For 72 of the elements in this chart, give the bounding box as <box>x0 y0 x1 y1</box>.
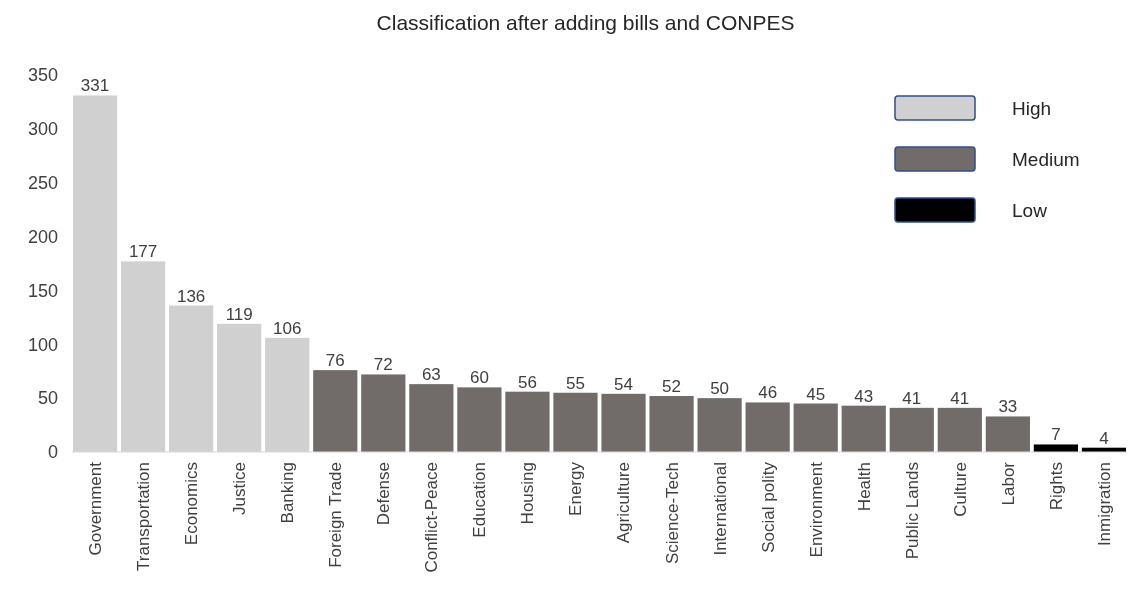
data-label: 50 <box>710 379 730 399</box>
bar <box>985 416 1030 452</box>
legend-label: High <box>1012 97 1052 119</box>
y-tick-label: 100 <box>27 334 58 355</box>
x-tick-label: Foreign Trade <box>326 462 346 568</box>
bar <box>553 392 598 452</box>
data-label: 106 <box>273 318 302 338</box>
data-label: 63 <box>421 365 441 385</box>
legend-label: Low <box>1012 199 1048 221</box>
x-tick-label: Culture <box>950 462 970 517</box>
bar <box>889 407 934 452</box>
data-label: 331 <box>80 76 110 96</box>
y-tick-label: 300 <box>27 119 58 140</box>
bar <box>361 374 406 452</box>
bar <box>841 405 886 452</box>
y-tick-label: 0 <box>47 442 58 463</box>
y-tick-label: 200 <box>27 226 58 247</box>
data-label: 56 <box>517 372 537 392</box>
data-label: 60 <box>469 368 489 388</box>
x-tick-label: Conflict-Peace <box>422 462 442 573</box>
bar <box>1033 444 1078 452</box>
x-tick-label: Banking <box>278 462 298 524</box>
bar <box>937 407 982 452</box>
bar <box>745 402 790 452</box>
x-tick-label: Environment <box>806 461 826 558</box>
bar <box>457 387 502 452</box>
data-label: 43 <box>854 386 874 406</box>
x-tick-label: Agriculture <box>614 462 634 544</box>
bar <box>505 391 550 452</box>
x-tick-label: Rights <box>1046 462 1066 511</box>
x-tick-label: Inmigration <box>1094 462 1114 547</box>
data-label: 46 <box>758 383 778 403</box>
x-tick-label: Energy <box>566 461 586 516</box>
x-tick-label: Economics <box>182 462 202 546</box>
data-label: 52 <box>662 376 682 396</box>
legend-label: Medium <box>1012 148 1080 170</box>
x-tick-label: Justice <box>230 462 250 515</box>
bar <box>601 393 646 452</box>
x-tick-label: Public Lands <box>902 462 922 560</box>
chart-title: Classification after adding bills and CONPES <box>376 11 795 34</box>
x-tick-label: Health <box>854 462 874 512</box>
bar <box>409 384 454 452</box>
x-tick-label: Education <box>470 462 490 538</box>
data-label: 136 <box>176 286 206 306</box>
data-label: 33 <box>998 397 1018 417</box>
bar <box>793 403 838 452</box>
y-tick-label: 50 <box>37 388 58 409</box>
y-tick-label: 250 <box>27 173 58 194</box>
bar <box>649 395 694 452</box>
data-label: 4 <box>1099 428 1109 448</box>
y-tick-label: 150 <box>27 280 58 301</box>
data-label: 76 <box>325 351 345 371</box>
x-tick-label: Science-Tech <box>662 462 682 565</box>
data-label: 177 <box>128 242 158 262</box>
x-tick-label: Government <box>86 461 106 556</box>
x-tick-label: International <box>710 462 730 556</box>
data-label: 119 <box>225 304 253 324</box>
data-label: 7 <box>1051 425 1061 445</box>
data-label: 55 <box>566 373 585 393</box>
bar <box>697 398 742 452</box>
x-tick-label: Labor <box>998 461 1018 506</box>
data-label: 45 <box>806 384 826 404</box>
x-tick-label: Transportation <box>134 462 154 571</box>
bar <box>313 370 358 452</box>
x-tick-label: Social polity <box>758 461 778 553</box>
data-label: 41 <box>902 388 922 408</box>
data-label: 72 <box>373 355 393 375</box>
x-tick-label: Defense <box>374 462 394 526</box>
x-tick-label: Housing <box>518 462 538 525</box>
y-tick-label: 350 <box>27 65 58 86</box>
data-label: 41 <box>950 388 970 408</box>
data-label: 54 <box>614 374 633 394</box>
